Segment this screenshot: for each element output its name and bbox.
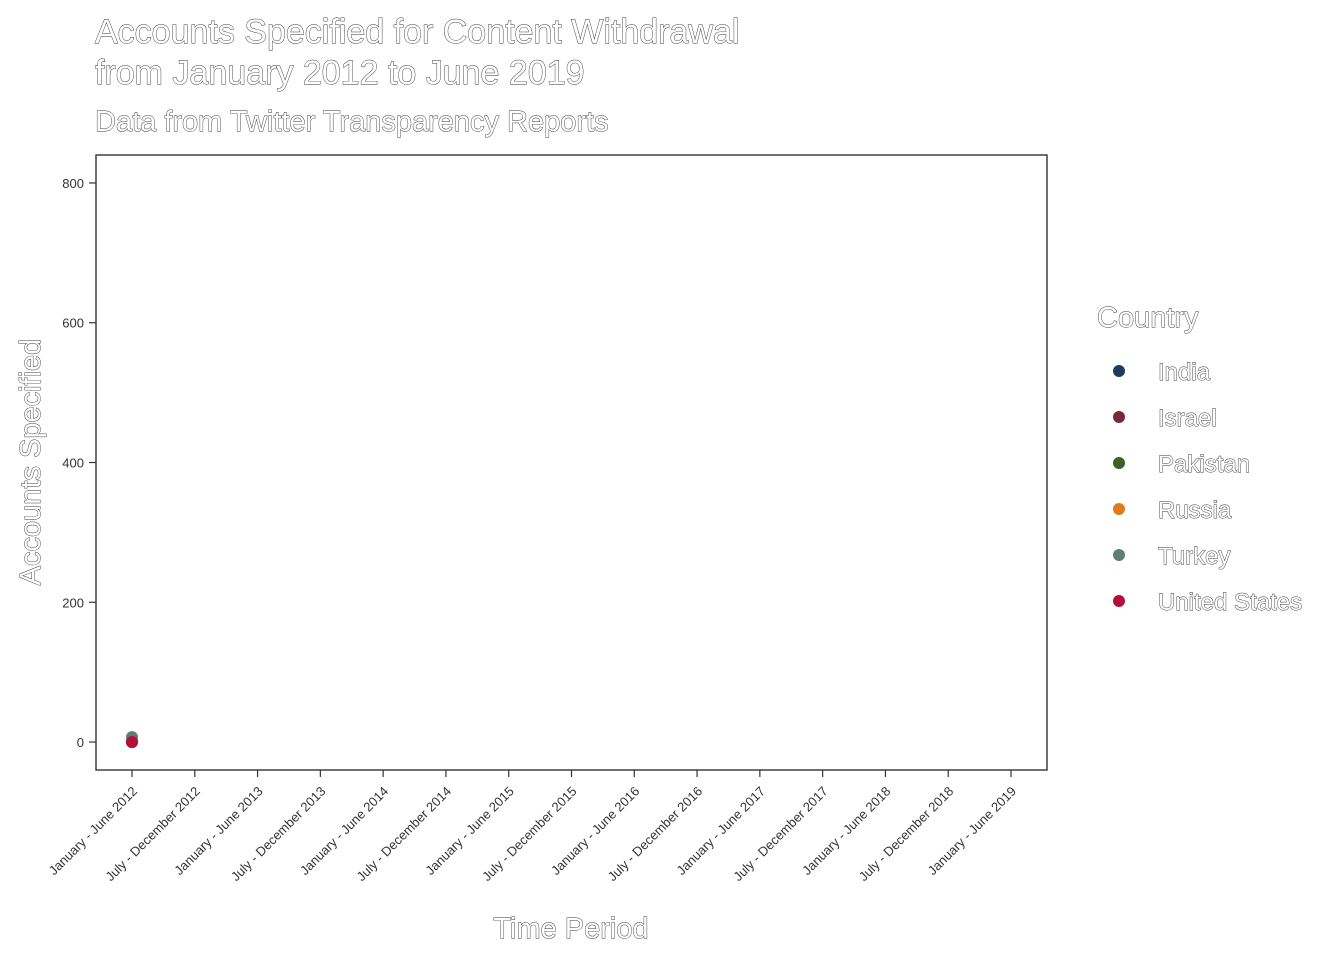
legend-key-russia	[1113, 503, 1125, 515]
legend-title: Country	[1097, 302, 1199, 334]
plot-panel	[95, 154, 1048, 771]
y-tick-label: 400	[62, 456, 84, 471]
legend-label: India	[1158, 359, 1211, 386]
y-tick-label: 800	[62, 176, 84, 191]
y-axis-title: Accounts Specified	[15, 339, 47, 586]
legend-label: Israel	[1158, 405, 1217, 432]
data-point-united-states	[126, 736, 138, 749]
legend-key-india	[1113, 365, 1125, 377]
chart-title-line-2: from January 2012 to June 2019	[95, 54, 585, 92]
legend-key-united-states	[1113, 595, 1125, 607]
legend: Country India Israel Pakistan Russia Turkey U…	[1097, 302, 1303, 617]
legend-items: India Israel Pakistan Russia Turkey United St…	[1113, 359, 1303, 616]
y-axis: 0 200 400 600 800	[62, 176, 96, 750]
legend-label: United States	[1158, 589, 1302, 616]
chart-title-line-1: Accounts Specified for Content Withdrawa…	[95, 13, 739, 51]
legend-label: Turkey	[1158, 543, 1230, 570]
legend-key-israel	[1113, 411, 1125, 423]
y-tick-label: 600	[62, 316, 84, 331]
y-tick-label: 0	[77, 735, 84, 750]
legend-key-turkey	[1113, 549, 1125, 561]
legend-key-pakistan	[1113, 457, 1125, 469]
y-tick-label: 200	[62, 595, 84, 610]
chart-subtitle: Data from Twitter Transparency Reports	[95, 106, 609, 138]
x-axis-title: Time Period	[493, 913, 648, 945]
legend-label: Pakistan	[1158, 451, 1250, 478]
legend-label: Russia	[1158, 497, 1232, 524]
data-points	[126, 731, 138, 749]
